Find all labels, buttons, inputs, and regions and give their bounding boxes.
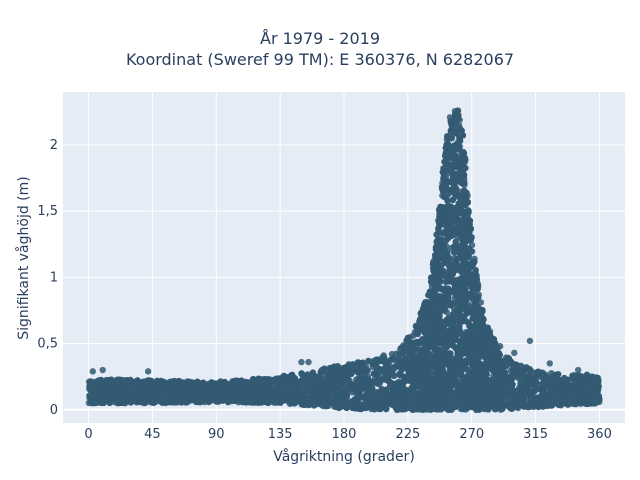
data-points	[85, 107, 603, 413]
data-point	[397, 344, 405, 352]
chart-title: År 1979 - 2019	[260, 29, 380, 48]
chart-subtitle: Koordinat (Sweref 99 TM): E 360376, N 62…	[125, 50, 515, 69]
